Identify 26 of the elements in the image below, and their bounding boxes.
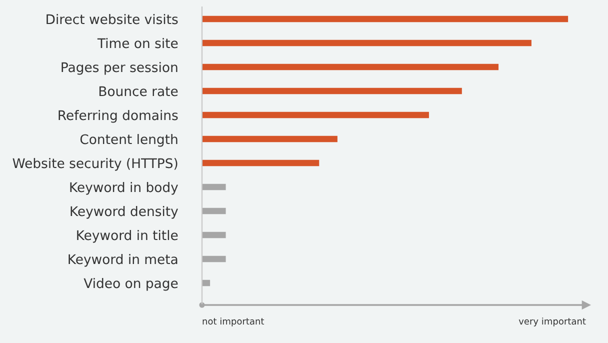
y-tick-label: Pages per session	[62, 62, 178, 75]
bar	[202, 112, 429, 118]
bar	[202, 40, 532, 46]
bar	[202, 88, 462, 94]
y-tick-label: Keyword density	[70, 206, 178, 219]
bar	[202, 64, 499, 70]
bar	[202, 160, 320, 166]
bar	[202, 280, 210, 286]
text: very important	[518, 318, 586, 326]
bar	[202, 136, 338, 142]
y-tick-label: Keyword in meta	[68, 254, 178, 267]
y-tick-label: Keyword in title	[77, 230, 178, 243]
bar	[202, 232, 226, 238]
y-tick-label: Direct website visits	[46, 14, 178, 24]
y-tick-label: Bounce rate	[99, 86, 178, 96]
y-tick-label: Referring domains	[58, 110, 178, 123]
bar	[202, 208, 226, 214]
y-tick-label: Content length	[80, 134, 178, 147]
bar	[202, 184, 226, 190]
bar	[202, 16, 568, 22]
y-tick-label: Keyword in body	[70, 182, 178, 195]
y-tick-label: Website security (HTTPS)	[12, 158, 178, 171]
y-tick-label: Video on page	[84, 278, 178, 291]
y-tick-label: Time on site	[97, 38, 178, 48]
text: not important	[202, 318, 264, 326]
bar	[202, 256, 226, 262]
